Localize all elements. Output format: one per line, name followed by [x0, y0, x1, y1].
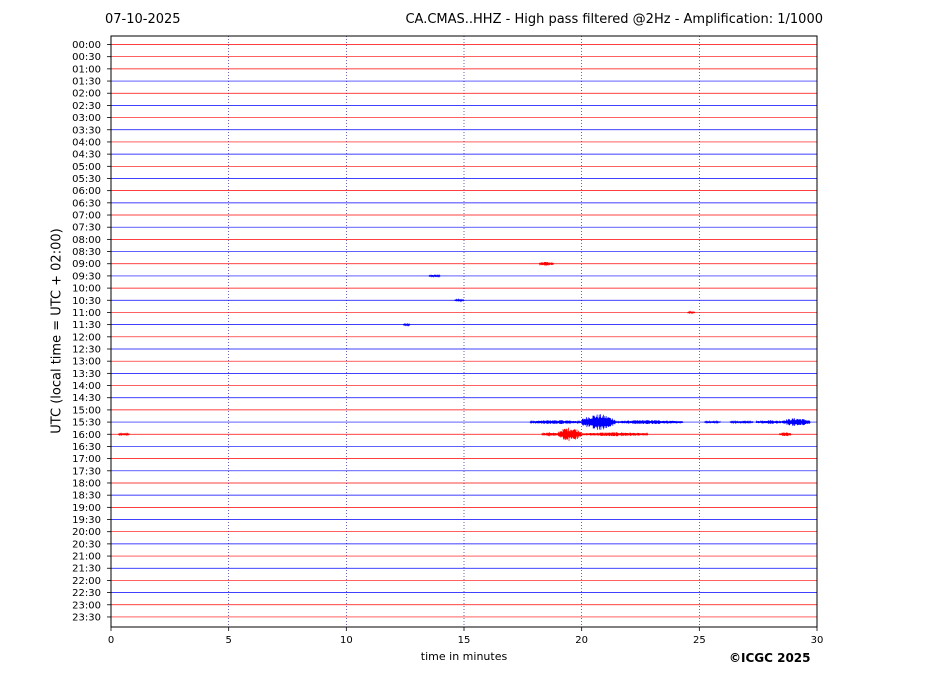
- y-tick-label: 07:00: [72, 211, 101, 222]
- y-tick-label: 06:00: [72, 186, 101, 197]
- seismic-event: [614, 420, 684, 425]
- y-tick-label: 06:30: [72, 198, 101, 209]
- copyright-label: ©ICGC 2025: [729, 651, 811, 665]
- y-tick-label: 20:30: [72, 539, 101, 550]
- y-tick-label: 16:00: [72, 430, 101, 441]
- y-tick-label: 15:30: [72, 418, 101, 429]
- seismic-event: [117, 432, 130, 437]
- y-tick-label: 22:00: [72, 576, 101, 587]
- y-tick-label: 11:00: [72, 308, 101, 319]
- y-tick-label: 19:30: [72, 515, 101, 526]
- y-tick-label: 23:30: [72, 612, 101, 623]
- y-tick-label: 09:30: [72, 271, 101, 282]
- y-tick-label: 17:30: [72, 466, 101, 477]
- seismic-event: [687, 310, 696, 315]
- y-tick-label: 01:30: [72, 77, 101, 88]
- seismic-event: [581, 432, 649, 437]
- seismic-event: [538, 261, 555, 266]
- y-tick-label: 02:30: [72, 101, 101, 112]
- y-tick-label: 11:30: [72, 320, 101, 331]
- y-tick-label: 18:30: [72, 491, 101, 502]
- y-tick-label: 03:00: [72, 113, 101, 124]
- y-tick-label: 00:30: [72, 52, 101, 63]
- plot-frame: [110, 35, 818, 628]
- y-tick-label: 16:30: [72, 442, 101, 453]
- y-tick-label: 22:30: [72, 588, 101, 599]
- seismic-event: [778, 432, 792, 437]
- y-tick-label: 00:00: [72, 40, 101, 51]
- y-tick-label: 21:00: [72, 552, 101, 563]
- seismic-event: [581, 414, 616, 430]
- y-tick-label: 20:00: [72, 527, 101, 538]
- y-tick-label: 01:00: [72, 64, 101, 75]
- y-tick-label: 07:30: [72, 223, 101, 234]
- y-tick-label: 02:00: [72, 89, 101, 100]
- y-tick-label: 03:30: [72, 125, 101, 136]
- y-tick-label: 04:00: [72, 137, 101, 148]
- x-tick-label: 10: [340, 635, 353, 646]
- y-tick-label: 08:30: [72, 247, 101, 258]
- chart-title: CA.CMAS..HHZ - High pass filtered @2Hz -…: [405, 12, 823, 27]
- y-tick-label: 14:00: [72, 381, 101, 392]
- x-axis-label: time in minutes: [420, 650, 508, 663]
- x-tick-label: 20: [575, 635, 588, 646]
- y-tick-label: 12:30: [72, 345, 101, 356]
- y-tick-label: 05:00: [72, 162, 101, 173]
- y-tick-label: 21:30: [72, 564, 101, 575]
- y-tick-label: 04:30: [72, 150, 101, 161]
- y-tick-label: 10:00: [72, 284, 101, 295]
- seismic-event: [755, 419, 782, 425]
- y-tick-label: 17:00: [72, 454, 101, 465]
- x-tick-label: 0: [108, 635, 114, 646]
- x-tick-label: 5: [225, 635, 231, 646]
- y-tick-label: 18:00: [72, 478, 101, 489]
- y-tick-label: 12:00: [72, 332, 101, 343]
- seismic-event: [402, 322, 411, 327]
- x-tick-label: 15: [458, 635, 471, 646]
- seismic-event: [703, 419, 721, 425]
- y-tick-label: 13:30: [72, 369, 101, 380]
- seismic-event: [428, 273, 441, 278]
- seismic-event: [557, 427, 582, 442]
- y-tick-label: 10:30: [72, 296, 101, 307]
- y-tick-label: 05:30: [72, 174, 101, 185]
- seismic-event: [781, 418, 811, 427]
- chart-date: 07-10-2025: [105, 12, 181, 27]
- seismic-event: [529, 420, 582, 425]
- y-tick-label: 15:00: [72, 405, 101, 416]
- x-tick-label: 25: [693, 635, 706, 646]
- y-tick-label: 09:00: [72, 259, 101, 270]
- y-tick-label: 08:00: [72, 235, 101, 246]
- seismic-event: [454, 298, 465, 303]
- y-tick-label: 13:00: [72, 357, 101, 368]
- seismic-event: [541, 432, 559, 437]
- x-tick-label: 30: [811, 635, 824, 646]
- seismic-event: [729, 420, 754, 425]
- y-tick-label: 14:30: [72, 393, 101, 404]
- y-tick-label: 19:00: [72, 503, 101, 514]
- y-tick-label: 23:00: [72, 600, 101, 611]
